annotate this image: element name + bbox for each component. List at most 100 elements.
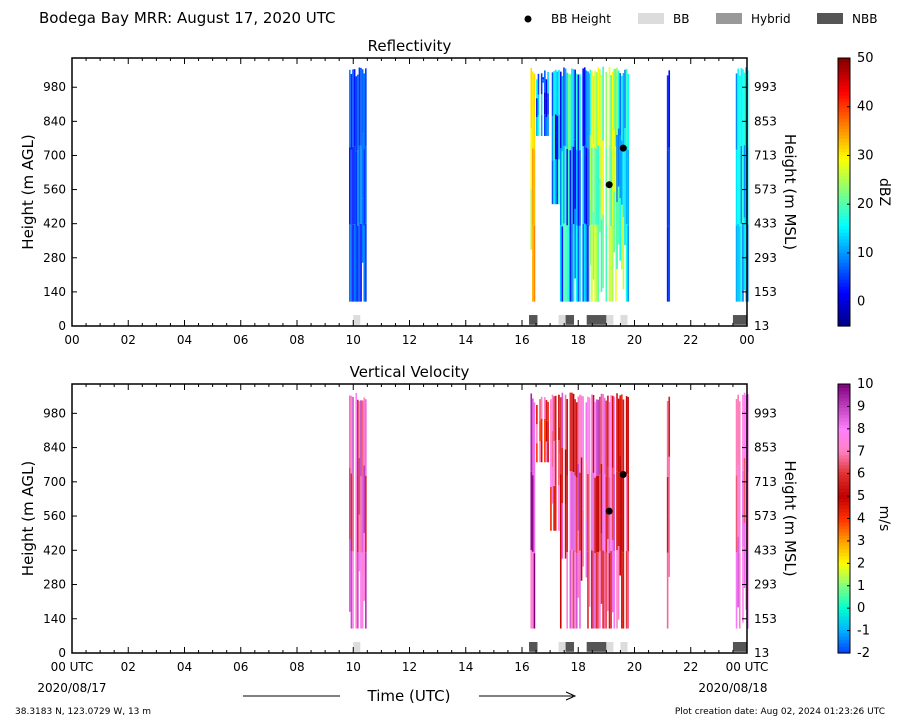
precip-column: [544, 440, 546, 463]
colorbar-segment: [838, 444, 850, 449]
precip-column: [591, 147, 593, 225]
precip-column: [735, 399, 738, 476]
precip-column: [365, 68, 367, 147]
precip-column: [611, 71, 614, 149]
precip-column: [536, 404, 538, 425]
precip-column: [617, 546, 620, 620]
y-axis-label: Height (m AGL): [19, 134, 37, 249]
precip-column: [566, 399, 568, 476]
bb-segment-bb: [558, 641, 566, 652]
precip-column: [532, 224, 534, 302]
precip-column: [625, 224, 628, 302]
colorbar-segment: [838, 589, 850, 594]
colorbar-segment: [838, 579, 850, 583]
precip-column: [563, 145, 565, 224]
colorbar-segment: [838, 397, 850, 402]
precip-column: [622, 399, 625, 476]
precip-column: [530, 550, 533, 629]
colorbar-segment: [838, 552, 850, 557]
location-label: 38.3183 N, 123.0729 W, 13 m: [15, 707, 151, 717]
precip-column: [600, 533, 603, 604]
precip-column: [589, 69, 592, 135]
colorbar-segment: [838, 451, 850, 456]
precip-column: [737, 536, 739, 608]
precip-column: [742, 394, 744, 471]
colorbar-segment: [838, 441, 850, 446]
colorbar-segment: [838, 121, 850, 126]
colorbar-segment: [838, 205, 850, 210]
precip-column: [355, 151, 358, 227]
precip-column: [360, 552, 362, 629]
y2-tick-label: 573: [754, 183, 777, 197]
precip-column: [742, 470, 744, 547]
precip-column: [597, 67, 600, 146]
y2-tick-label: 853: [754, 114, 777, 128]
panel-title: Reflectivity: [368, 37, 452, 55]
precip-column: [605, 400, 608, 477]
colorbar-segment: [838, 572, 850, 577]
precip-column: [616, 202, 618, 270]
precip-column: [547, 422, 549, 443]
colorbar-segment: [838, 145, 850, 150]
bb-segment-nbb: [529, 641, 538, 652]
precip-column: [738, 150, 741, 227]
colorbar-segment: [838, 218, 850, 223]
y-tick-label: 0: [58, 319, 66, 333]
precip-column: [668, 456, 671, 517]
precip-column: [602, 66, 604, 141]
precip-column: [558, 159, 560, 205]
precip-column: [358, 401, 361, 458]
precip-column: [550, 443, 552, 487]
colorbar-segment: [838, 309, 850, 314]
precip-column: [583, 67, 586, 146]
colorbar-segment: [838, 58, 850, 62]
precip-column: [556, 71, 559, 116]
legend-bb-swatch: [638, 13, 664, 24]
precip-column: [574, 69, 576, 140]
creation-date-label: Plot creation date: Aug 02, 2024 01:23:2…: [675, 707, 885, 717]
precip-column: [572, 393, 575, 473]
colorbar-segment: [838, 228, 850, 233]
precip-column: [594, 224, 596, 302]
precip-column: [545, 441, 548, 463]
colorbar-segment: [838, 511, 850, 516]
x-tick-label: 04: [177, 660, 192, 674]
precip-column: [533, 149, 536, 226]
x-tick-label: 18: [571, 333, 586, 347]
precip-column: [360, 67, 362, 146]
colorbar-segment: [838, 279, 850, 284]
colorbar-segment: [838, 457, 850, 462]
colorbar-segment: [838, 78, 850, 83]
precip-column: [625, 68, 628, 147]
colorbar-segment: [838, 498, 850, 503]
x-tick-label: 12: [402, 660, 417, 674]
precip-column: [627, 149, 630, 226]
colorbar-segment: [838, 158, 850, 163]
bb-segment-bb: [353, 641, 361, 652]
precip-column: [352, 396, 354, 475]
x-axis-label: Time (UTC): [367, 687, 451, 705]
precip-column: [547, 401, 549, 422]
colorbar-segment: [838, 94, 850, 99]
colorbar-segment: [838, 192, 850, 196]
precip-column: [591, 550, 593, 629]
precip-column: [610, 395, 612, 473]
precip-column: [350, 395, 353, 474]
precip-column: [536, 424, 538, 444]
precip-column: [349, 147, 351, 225]
precip-column: [595, 72, 598, 149]
precip-column: [572, 224, 575, 302]
colorbar-segment: [838, 464, 850, 469]
x-tick-label: 00 UTC: [726, 660, 769, 674]
precip-column: [361, 133, 364, 199]
precip-column: [571, 146, 573, 224]
precip-column: [585, 70, 588, 148]
colorbar-segment: [838, 248, 850, 253]
colorbar-segment: [838, 595, 850, 600]
colorbar-segment: [838, 232, 850, 237]
precip-column: [569, 392, 572, 472]
precip-column: [361, 552, 364, 629]
colorbar-segment: [838, 118, 850, 123]
colorbar-segment: [838, 188, 850, 193]
